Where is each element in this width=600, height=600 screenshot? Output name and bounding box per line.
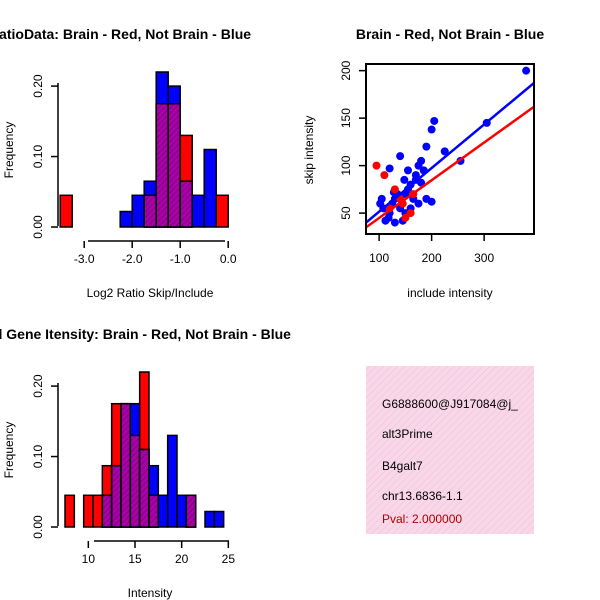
- scatter-point-not-brain: [411, 171, 420, 180]
- scatter-point-not-brain: [381, 216, 390, 225]
- scatter-point-not-brain: [522, 66, 531, 75]
- ratio-histogram-bar-not-brain: [119, 210, 133, 228]
- gene-intensity-histogram-y-tick-label: 0.20: [31, 374, 45, 398]
- ratio-histogram-bar-brain: [215, 194, 229, 228]
- scatter-point-not-brain: [417, 178, 426, 187]
- gene-intensity-histogram-bar-overlap: [101, 494, 113, 528]
- gene-intensity-histogram-bar-overlap: [110, 464, 122, 528]
- scatter-point-not-brain: [400, 175, 409, 184]
- gene-intensity-histogram-x-tick-label: 15: [128, 552, 142, 566]
- intensity-scatter-axes: 100 200 300 50 100 150 200: [339, 60, 494, 265]
- ratio-histogram-bar-overlap: [143, 194, 157, 228]
- ratio-histogram-title: RatioData: Brain - Red, Not Brain - Blue: [0, 26, 251, 42]
- gene-intensity-histogram-bar-brain: [82, 494, 94, 528]
- gene-intensity-histogram-bar-not-brain: [204, 510, 216, 528]
- info-panel-background: [366, 366, 534, 534]
- gene-intensity-histogram-x-tick-label: 25: [222, 552, 236, 566]
- scatter-point-not-brain: [414, 161, 423, 170]
- info-location: chr13.6836-1.1: [382, 489, 463, 503]
- gene-intensity-histogram-ylabel: Frequency: [2, 422, 16, 479]
- gene-intensity-histogram-bar-not-brain: [166, 434, 178, 528]
- intensity-scatter-panel: Brain - Red, Not Brain - Blue 100 200 300 5…: [302, 26, 544, 300]
- scatter-point-not-brain: [404, 166, 412, 175]
- intensity-scatter-frame: [365, 63, 535, 235]
- scatter-y-tick-label: 50: [339, 206, 353, 220]
- scatter-x-tick-label: 200: [422, 251, 442, 265]
- ratio-histogram-bar-not-brain: [131, 194, 145, 228]
- scatter-point-brain: [372, 161, 381, 170]
- fit-line-brain: [366, 105, 534, 229]
- gene-intensity-histogram-x-tick-label: 20: [175, 552, 189, 566]
- gene-intensity-histogram-x-tick-label: 10: [82, 552, 96, 566]
- ratio-histogram-y-tick-label: 0.20: [31, 74, 45, 98]
- fit-line-not-brain: [366, 82, 534, 224]
- ratio-histogram-bar-overlap: [167, 102, 181, 228]
- gene-intensity-histogram-bars: [64, 371, 225, 528]
- intensity-scatter-xlabel: include intensity: [407, 286, 492, 300]
- scatter-y-tick-label: 200: [339, 60, 353, 80]
- ratio-histogram-y-tick-label: 0.00: [31, 215, 45, 239]
- scatter-point-not-brain: [385, 164, 394, 173]
- ratio-histogram-x-tick-label: 0.0: [220, 252, 237, 266]
- scatter-point-brain: [390, 185, 399, 194]
- gene-intensity-histogram-bar-brain: [64, 494, 76, 528]
- info-probe-id: G6888600@J917084@j_: [382, 397, 518, 411]
- scatter-point-not-brain: [376, 199, 385, 208]
- scatter-point-not-brain: [414, 199, 423, 208]
- gene-intensity-histogram-bar-overlap: [185, 494, 197, 528]
- scatter-point-not-brain: [427, 125, 436, 134]
- ratio-histogram-bar-overlap: [155, 102, 169, 228]
- intensity-scatter-ylabel: skip intensity: [302, 116, 316, 185]
- intensity-scatter-plot: [366, 66, 534, 229]
- info-panel: G6888600@J917084@j_ alt3Prime B4galt7 ch…: [366, 366, 534, 534]
- ratio-histogram-bar-not-brain: [191, 194, 205, 228]
- ratio-histogram-bar-brain: [59, 194, 73, 228]
- scatter-point-not-brain: [390, 218, 399, 227]
- gene-intensity-histogram-bar-overlap: [138, 448, 150, 528]
- ratio-histogram-bar-overlap: [179, 180, 193, 228]
- gene-intensity-histogram-bar-brain: [92, 494, 104, 528]
- gene-intensity-histogram-y-tick-label: 0.10: [31, 445, 45, 469]
- scatter-point-not-brain: [427, 197, 436, 206]
- info-event-type: alt3Prime: [382, 427, 433, 441]
- ratio-histogram-ylabel: Frequency: [2, 122, 16, 179]
- scatter-point-not-brain: [440, 147, 449, 156]
- ratio-histogram-bars: [59, 71, 229, 228]
- gene-intensity-histogram-bar-not-brain: [213, 510, 225, 528]
- ratio-histogram-y-tick-label: 0.10: [31, 145, 45, 169]
- scatter-point-not-brain: [430, 116, 439, 125]
- info-gene-name: B4galt7: [382, 459, 423, 473]
- scatter-x-tick-label: 100: [369, 251, 389, 265]
- gene-intensity-histogram-bar-not-brain: [157, 494, 169, 528]
- ratio-histogram-xlabel: Log2 Ratio Skip/Include: [87, 286, 214, 300]
- gene-intensity-histogram-bar-overlap: [120, 402, 132, 528]
- ratio-histogram-x-tick-label: -3.0: [74, 252, 95, 266]
- scatter-y-tick-label: 150: [339, 108, 353, 128]
- ratio-histogram-x-tick-label: -2.0: [122, 252, 143, 266]
- gene-intensity-histogram-axes: 10 15 20 25 0.00 0.10 0.20: [31, 374, 235, 566]
- scatter-point-brain: [401, 213, 410, 222]
- scatter-point-not-brain: [396, 152, 405, 161]
- scatter-y-tick-label: 100: [339, 155, 353, 175]
- ratio-histogram-axes: -3.0 -2.0 -1.0 0.0 0.00 0.10 0.20: [31, 74, 237, 266]
- gene-intensity-histogram-y-tick-label: 0.00: [31, 515, 45, 539]
- scatter-point-brain: [406, 209, 415, 218]
- scatter-x-tick-label: 300: [474, 251, 494, 265]
- scatter-point-brain: [380, 171, 389, 180]
- ratio-histogram-x-tick-label: -1.0: [170, 252, 191, 266]
- gene-intensity-histogram-bar-overlap: [129, 434, 141, 528]
- ratio-histogram-bar-not-brain: [203, 148, 217, 228]
- gene-intensity-histogram-title: Exon-Skipped Gene Itensity: Brain - Red,…: [0, 326, 291, 342]
- gene-intensity-histogram-bar-not-brain: [176, 494, 188, 528]
- gene-intensity-histogram-bar-overlap: [148, 494, 160, 528]
- gene-intensity-histogram-panel: Exon-Skipped Gene Itensity: Brain - Red,…: [0, 326, 291, 600]
- ratio-histogram-panel: RatioData: Brain - Red, Not Brain - Blue…: [0, 26, 251, 300]
- gene-intensity-histogram-xlabel: Intensity: [128, 586, 173, 600]
- intensity-scatter-title: Brain - Red, Not Brain - Blue: [356, 26, 544, 42]
- scatter-point-not-brain: [422, 142, 431, 151]
- info-pval: Pval: 2.000000: [382, 512, 462, 526]
